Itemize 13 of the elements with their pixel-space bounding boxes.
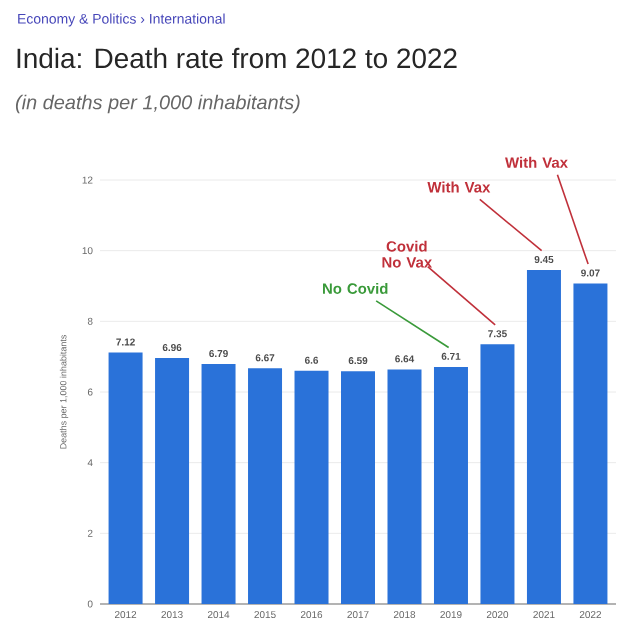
bar	[526, 270, 561, 604]
bar	[341, 371, 375, 604]
chart-title: India: Death rate from 2012 to 2022	[17, 47, 457, 69]
bar	[108, 352, 143, 604]
bar	[155, 358, 190, 604]
bar	[387, 369, 422, 604]
chart-subtitle: (in deaths per 1,000 inhabitants)	[15, 94, 300, 114]
bar	[294, 370, 329, 604]
bar	[433, 366, 468, 604]
bar	[573, 283, 608, 604]
bar	[201, 364, 236, 604]
bar	[248, 368, 283, 604]
bar	[480, 344, 515, 604]
